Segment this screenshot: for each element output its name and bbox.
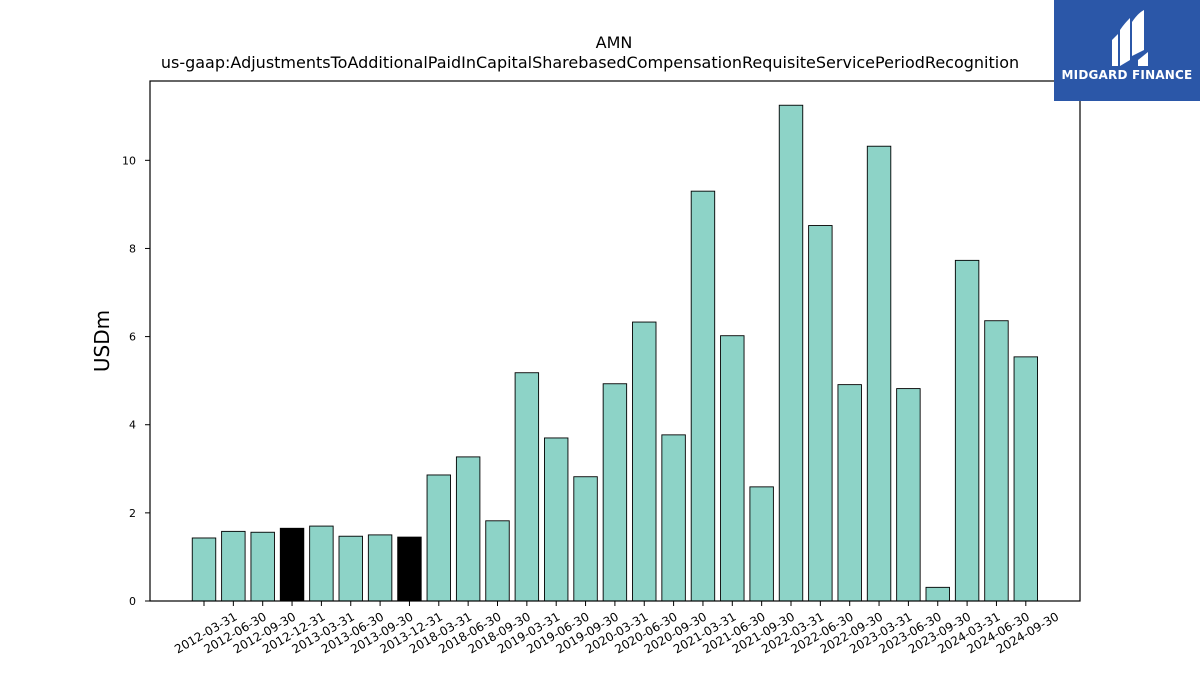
y-axis-label: USDm [90, 310, 114, 372]
bar-2020-06-30 [632, 321, 657, 602]
chart-subtitle: us-gaap:AdjustmentsToAdditionalPaidInCap… [161, 53, 1019, 72]
bar-2012-06-30 [221, 530, 246, 602]
bar-2022-03-31 [778, 104, 804, 602]
bar-2021-03-31 [690, 190, 716, 602]
y-tick-label: 0 [129, 595, 136, 608]
y-tick-label: 6 [129, 331, 136, 344]
logo-text: MIDGARD FINANCE [1061, 68, 1193, 82]
bar-2023-03-31 [866, 145, 892, 602]
bar-2019-03-31 [514, 372, 540, 602]
bar-2012-03-31 [191, 537, 217, 602]
chart-title: AMN [596, 33, 633, 52]
y-tick-label: 2 [129, 507, 136, 520]
bar-2022-09-30 [837, 384, 862, 602]
bar-2022-06-30 [808, 225, 833, 602]
midgard-logo-icon [1112, 10, 1148, 66]
midgard-finance-logo: MIDGARD FINANCE [1054, 0, 1200, 101]
bar-2018-06-30 [455, 456, 481, 602]
y-axis: 0 2 4 6 8 10 [122, 154, 150, 608]
bar-2013-06-30 [338, 535, 363, 602]
bar-2018-09-30 [485, 520, 510, 602]
bar-2013-12-31 [397, 536, 422, 602]
bar-2013-09-30 [367, 534, 393, 602]
bar-2024-06-30 [984, 320, 1009, 602]
y-tick-label: 4 [129, 419, 136, 432]
bar-2020-09-30 [661, 434, 686, 602]
bar-2020-03-31 [602, 383, 628, 602]
bar-2024-03-31 [954, 259, 980, 602]
y-tick-label: 8 [129, 242, 136, 255]
y-tick-label: 10 [122, 154, 136, 167]
bar-2021-09-30 [749, 486, 774, 602]
x-axis: 2012-03-312012-06-302012-09-302012-12-31… [172, 601, 1061, 656]
bar-2019-06-30 [544, 437, 569, 602]
bar-2024-09-30 [1013, 356, 1038, 602]
bars-group [191, 104, 1038, 602]
bar-2013-03-31 [309, 525, 334, 602]
bar-2012-12-31 [279, 527, 305, 602]
bar-2019-09-30 [573, 476, 598, 602]
bar-2023-06-30 [896, 388, 921, 602]
bar-2018-03-31 [426, 474, 451, 602]
bar-2023-09-30 [925, 586, 950, 602]
bar-2012-09-30 [250, 531, 275, 602]
bar-2021-06-30 [720, 335, 745, 602]
